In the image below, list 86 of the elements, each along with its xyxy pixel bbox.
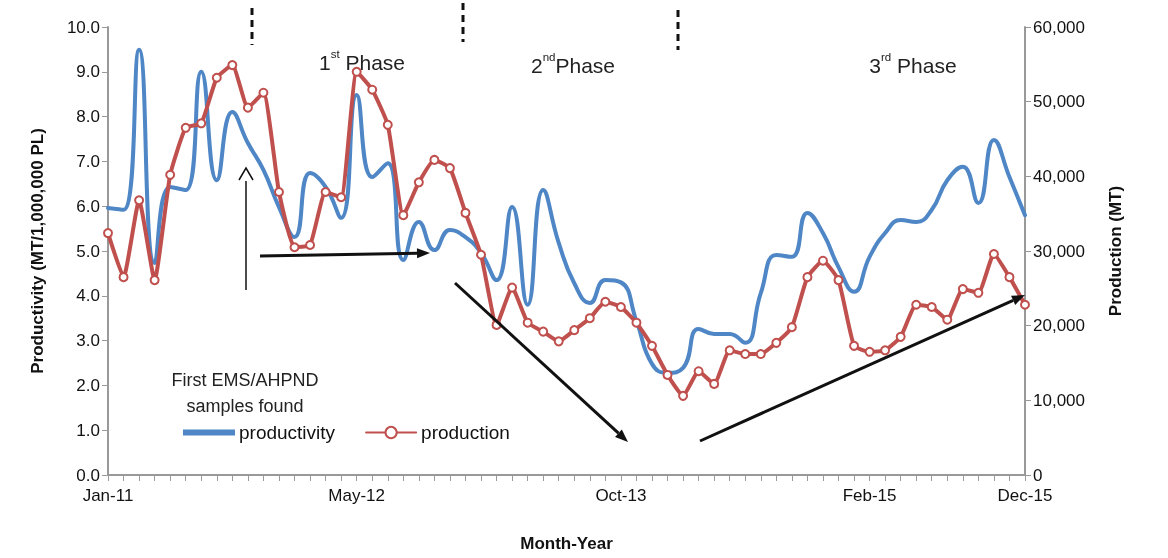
point xyxy=(118,272,129,283)
y2-tick-label: 20,000 xyxy=(1033,316,1085,336)
point xyxy=(196,118,207,129)
point xyxy=(211,72,222,83)
x-tick-label: Feb-15 xyxy=(842,486,897,505)
y-axis-title: Productivity (MT/1,000,000 PL) xyxy=(28,128,47,374)
point xyxy=(227,60,238,71)
y-tick-label: 5.0 xyxy=(76,241,100,261)
legend-label: productivity xyxy=(239,422,336,443)
point xyxy=(864,346,875,357)
point xyxy=(631,317,642,328)
y2-tick-label: 50,000 xyxy=(1033,92,1085,112)
x-tick-label: Oct-13 xyxy=(595,486,647,505)
y-tick-label: 7.0 xyxy=(76,151,100,171)
point xyxy=(569,325,580,336)
point xyxy=(957,284,968,295)
point xyxy=(942,314,953,325)
point xyxy=(413,177,424,188)
point xyxy=(817,255,828,266)
point xyxy=(926,302,937,312)
point xyxy=(242,102,253,113)
point xyxy=(988,248,999,259)
point xyxy=(600,296,611,307)
x-tick-label: May-12 xyxy=(328,486,386,505)
point xyxy=(709,378,720,389)
point xyxy=(662,369,673,380)
point xyxy=(849,340,860,351)
y-tick-label: 4.0 xyxy=(76,286,100,306)
point xyxy=(180,122,191,133)
point xyxy=(289,242,300,253)
point xyxy=(802,272,813,283)
point xyxy=(615,302,626,312)
point xyxy=(740,349,751,360)
point xyxy=(305,240,316,251)
point xyxy=(1004,272,1015,283)
point xyxy=(833,275,844,286)
y-tick-label: 8.0 xyxy=(76,107,100,127)
y2-tick-label: 60,000 xyxy=(1033,17,1085,37)
point xyxy=(336,192,347,203)
point xyxy=(273,187,284,198)
x-tick-label: Jan-11 xyxy=(82,486,134,505)
y2-tick-label: 30,000 xyxy=(1033,241,1085,261)
point xyxy=(786,322,797,333)
x-axis-title: Month-Year xyxy=(520,534,614,553)
point xyxy=(895,331,906,342)
point xyxy=(444,163,455,174)
y-tick-label: 3.0 xyxy=(76,331,100,351)
y-tick-label: 0.0 xyxy=(76,465,100,485)
point xyxy=(398,210,409,221)
y2-tick-label: 10,000 xyxy=(1033,390,1085,410)
point xyxy=(382,119,393,130)
y2-axis-title: Production (MT) xyxy=(1106,185,1125,317)
point xyxy=(755,349,766,360)
point xyxy=(460,207,471,218)
point xyxy=(771,337,782,348)
point xyxy=(429,154,440,165)
y2-tick-label: 0 xyxy=(1033,465,1043,485)
point xyxy=(103,228,113,239)
legend-label: production xyxy=(421,422,510,443)
x-tick-label: Dec-15 xyxy=(997,486,1053,505)
point xyxy=(165,169,176,180)
point xyxy=(258,87,269,98)
point xyxy=(973,287,984,298)
y-tick-label: 1.0 xyxy=(76,420,100,440)
point xyxy=(693,366,704,377)
point xyxy=(149,275,160,286)
point xyxy=(584,313,595,324)
annotation: First EMS/AHPND samples found xyxy=(171,370,319,416)
y2-tick-label: 40,000 xyxy=(1033,166,1085,186)
point xyxy=(678,390,689,401)
y-tick-label: 2.0 xyxy=(76,375,100,395)
point xyxy=(646,340,657,351)
y-tick-label: 9.0 xyxy=(76,62,100,82)
y-tick-label: 10.0 xyxy=(66,17,100,37)
point xyxy=(911,299,922,310)
point xyxy=(476,249,487,260)
y-tick-label: 6.0 xyxy=(76,196,100,216)
point xyxy=(1020,299,1030,310)
point xyxy=(507,282,518,293)
point xyxy=(367,84,378,95)
point xyxy=(538,326,549,337)
point xyxy=(320,187,331,198)
point xyxy=(880,345,891,356)
point xyxy=(522,317,533,328)
point xyxy=(724,345,735,356)
point xyxy=(553,336,564,347)
